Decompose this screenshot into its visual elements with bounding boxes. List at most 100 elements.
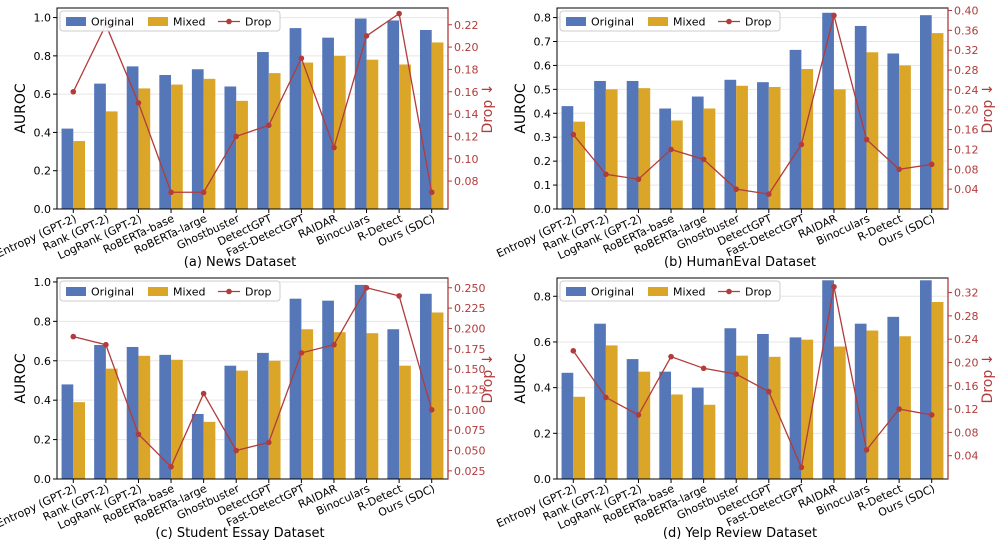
drop-point [928,412,935,418]
y-tick-label: 0.2 [34,165,52,178]
bar-mixed [638,88,651,209]
bar-mixed [736,85,748,209]
bar-mixed [268,73,281,209]
drop-point [233,133,240,140]
y2-tick-label: 0.20 [954,104,979,117]
panel-caption: (d) Yelp Review Dataset [663,526,817,541]
drop-point [765,388,772,395]
bar-original [257,52,269,210]
bar-original [94,345,106,479]
bar-mixed [399,64,411,209]
legend-label-mixed: Mixed [173,286,205,299]
legend-label-original: Original [591,286,634,299]
bar-original [659,108,672,209]
y2-tick-label: 0.28 [954,310,979,323]
legend-box [59,10,281,32]
drop-point [135,100,142,106]
panel-caption: (a) News Dataset [184,255,296,270]
y2-tick-label: 0.200 [454,322,486,335]
y-tick-label: 0.6 [34,355,52,368]
y2-axis-label: Drop ↓ [980,354,996,404]
legend-swatch-original [566,287,586,296]
bar-original [289,298,302,479]
y-tick-label: 0.6 [534,59,552,72]
drop-point [798,464,805,471]
drop-point [863,447,870,453]
bar-mixed [105,368,118,479]
y-tick-label: 0.0 [34,203,52,216]
drop-point [700,156,707,163]
legend-swatch-drop-marker [226,288,232,295]
legend-label-mixed: Mixed [673,286,705,299]
bar-original [919,280,932,479]
legend-label-drop: Drop [745,16,771,29]
bar-mixed [801,69,814,210]
drop-series-line [572,286,932,470]
y2-axis-label: Drop ↓ [480,84,496,134]
y2-tick-label: 0.16 [454,86,479,99]
bar-mixed [333,332,346,479]
bar-original [61,384,74,479]
y-tick-label: 0.2 [34,434,52,447]
legend-swatch-original [66,17,86,26]
y-tick-label: 0.8 [534,12,552,25]
y-tick-label: 0.3 [534,131,552,144]
bar-original [224,365,237,479]
y2-axis-label: Drop ↓ [480,354,496,404]
bar-original [354,284,367,479]
y2-tick-label: 0.04 [954,450,979,463]
legend-swatch-drop-marker [226,18,232,25]
drop-point [103,341,109,348]
y2-tick-label: 0.32 [954,44,979,57]
drop-point [298,350,305,356]
bar-original [919,15,932,209]
drop-point [831,12,837,19]
bar-mixed [431,312,444,479]
bar-original [322,37,334,209]
y2-tick-label: 0.08 [454,175,479,188]
drop-point [168,189,174,196]
y2-tick-label: 0.14 [454,108,479,121]
drop-point [798,141,805,148]
bar-mixed [638,371,651,479]
bar-original [159,75,172,209]
y-tick-label: 0.8 [34,50,52,63]
legend-swatch-drop-marker [726,288,732,295]
y-tick-label: 1.0 [34,12,52,25]
chart-panel-2: 0.0 0.1 0.2 0.3 0.4 0.5 0.6 0.7 0.8 0.04 0.08 0.12 0… [495,4,996,270]
bar-original [257,352,269,479]
bar-mixed [671,394,683,479]
bar-mixed [768,356,781,479]
drop-point [200,189,207,196]
drop-point [331,144,337,151]
bar-mixed [605,89,618,209]
legend-label-mixed: Mixed [673,16,705,29]
y2-tick-label: 0.16 [954,124,979,137]
drop-point [233,447,240,454]
bar-mixed [833,89,846,209]
y-tick-label: 0.4 [34,394,52,407]
legend: Original Mixed Drop [559,280,781,302]
legend-box [559,280,781,302]
bar-mixed [203,421,216,479]
bar-mixed [301,62,314,209]
bar-original [626,359,639,479]
bar-mixed [703,108,716,209]
y2-tick-label: 0.150 [454,363,486,376]
bar-original [789,337,802,479]
bar-mixed [138,88,151,209]
drop-point [668,146,674,153]
bar-original [691,387,704,479]
bar-original [289,28,302,209]
y2-tick-label: 0.025 [454,465,486,478]
legend: Original Mixed Drop [559,10,781,32]
legend-box [559,10,781,32]
drop-point [428,189,435,196]
bar-original [789,49,802,209]
panel-caption: (c) Student Essay Dataset [155,526,324,541]
bar-original [191,69,204,209]
y2-axis-label: Drop ↓ [980,84,996,134]
y2-tick-label: 0.36 [954,24,979,37]
drop-point [700,365,707,372]
bar-original [61,128,74,209]
